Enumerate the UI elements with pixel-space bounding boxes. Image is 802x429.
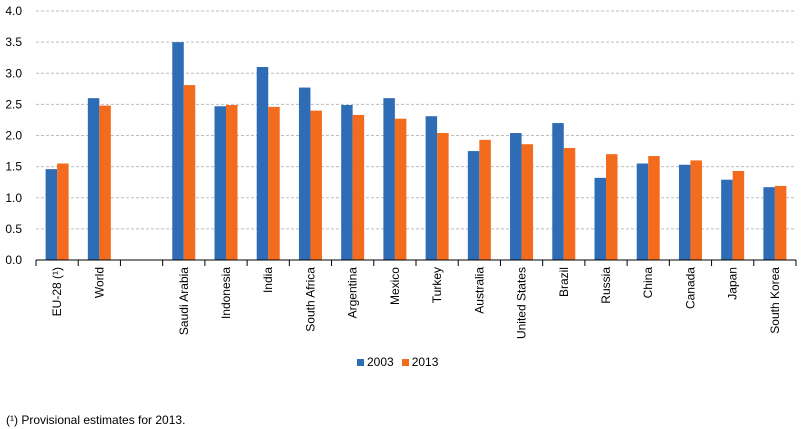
bar-2013 [732,170,745,260]
y-tick-label: 0.0 [5,253,22,267]
y-tick-label: 2.5 [5,97,22,111]
chart-legend: 2003 2013 [357,355,446,369]
x-tick-label: Japan [726,267,740,300]
x-tick-label: Russia [599,267,613,304]
bar-2003 [298,87,311,260]
bar-2013 [394,118,407,260]
bar-2003 [552,123,564,260]
y-tick-label: 3.5 [5,35,22,49]
x-tick-label: South Africa [303,267,317,332]
bar-2013 [183,85,196,260]
x-tick-label: South Korea [768,267,782,334]
bar-2013 [606,154,618,260]
legend-swatch-2013 [401,358,409,366]
bar-2003 [214,106,226,261]
bar-2013 [268,106,280,261]
y-tick-label: 2.0 [5,129,22,143]
bar-2013 [352,114,365,261]
bar-2003 [256,67,269,261]
bar-2013 [226,104,238,260]
y-tick-label: 0.5 [5,222,22,236]
x-tick-label: Canada [683,267,697,309]
x-tick-label: Brazil [557,267,571,297]
legend-item-2013: 2013 [401,355,439,369]
bar-2003 [45,169,58,260]
legend-label-2013: 2013 [411,355,439,369]
y-tick-label: 1.5 [5,160,22,174]
x-tick-label: India [261,267,275,293]
bar-2003 [510,133,522,260]
bar-2013 [310,110,322,260]
bar-2013 [648,156,660,260]
x-tick-label: United States [515,267,529,339]
x-tick-label: Saudi Arabia [177,267,191,335]
bar-2003 [763,187,775,260]
legend-swatch-2003 [357,358,364,366]
bar-2003 [636,163,649,260]
bar-2003 [425,116,438,260]
x-tick-label: Australia [472,267,486,314]
bar-2013 [690,160,702,260]
legend-label-2003: 2003 [367,355,394,369]
bar-2013 [479,139,491,260]
bar-2013 [521,144,534,260]
x-tick-label: Indonesia [219,267,233,319]
bar-2013 [57,163,69,260]
bar-2003 [383,98,395,261]
bar-2003 [172,42,184,260]
bar-2013 [99,105,111,261]
y-tick-label: 1.0 [5,191,22,205]
bar-2003 [678,164,691,260]
bar-2003 [721,179,733,260]
bar-2013 [563,147,576,260]
y-tick-label: 4.0 [5,4,22,18]
bar-2003 [341,104,353,260]
x-tick-label: EU-28 (¹) [50,267,64,316]
x-tick-label: Argentina [346,267,360,319]
x-tick-label: Turkey [430,267,444,303]
x-tick-label: China [641,267,655,299]
x-tick-label: Mexico [388,267,402,305]
footnote: (¹) Provisional estimates for 2013. [6,413,186,427]
bar-2013 [774,185,787,260]
legend-item-2003: 2003 [357,355,394,369]
bar-2003 [467,151,480,260]
x-tick-label: World [92,267,106,298]
bar-2003 [594,177,606,260]
y-tick-label: 3.0 [5,66,22,80]
bar-2013 [437,133,449,260]
bar-2003 [87,98,100,261]
